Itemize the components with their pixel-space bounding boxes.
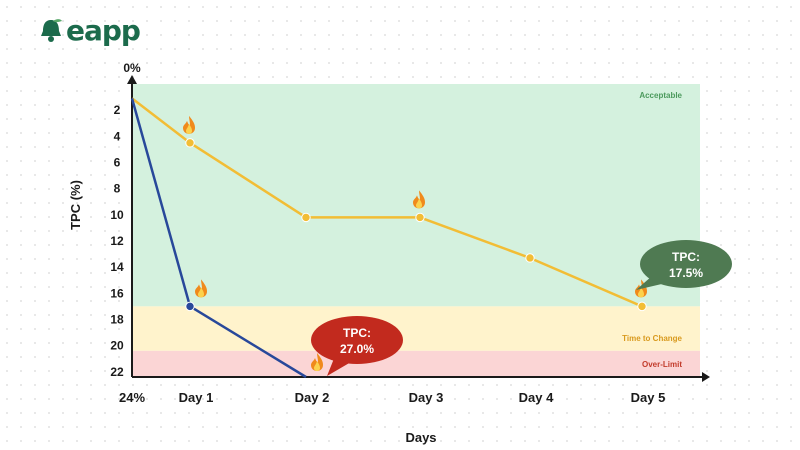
brand-logo: eapp <box>38 14 141 48</box>
zone-label-2: Over-Limit <box>642 360 682 369</box>
flame-icon <box>413 190 425 209</box>
x-tick-label: Day 5 <box>631 390 666 405</box>
zone-label-1: Time to Change <box>622 334 682 343</box>
callout-value: 17.5% <box>669 266 703 280</box>
y-tick-label: 16 <box>110 286 124 300</box>
y-axis-arrow <box>127 75 137 84</box>
y-tick-labels: 2 4 6 8 10 12 14 16 18 20 22 <box>110 103 124 379</box>
x-tick-label: Day 1 <box>179 390 214 405</box>
y-tick-label: 18 <box>110 312 124 326</box>
zone-label-0: Acceptable <box>639 91 682 100</box>
tpc-callout-bubble: TPC: 17.5% <box>636 240 732 290</box>
flame-icon <box>195 279 207 298</box>
zone-bands: Acceptable Time to Change Over-Limit <box>132 84 700 377</box>
data-point <box>637 301 647 312</box>
y-tick-label: 4 <box>114 129 121 143</box>
y-tick-label: 6 <box>114 155 121 169</box>
zone-band-2 <box>132 350 700 377</box>
y-tick-label: 22 <box>110 365 124 379</box>
zone-band-0 <box>132 84 700 307</box>
y-tick-label: 8 <box>114 182 121 196</box>
y-tick-label: 10 <box>110 208 124 222</box>
data-point <box>525 253 535 263</box>
bell-leaf-icon <box>41 19 62 42</box>
data-point <box>415 212 425 223</box>
x-axis-title: Days <box>405 430 436 445</box>
tpc-callout-bubble: TPC: 27.0% <box>311 316 403 376</box>
callout-value: 27.0% <box>340 342 374 356</box>
series-line-0 <box>131 97 643 308</box>
zone-band-1 <box>132 306 700 351</box>
logo-text: eapp <box>66 14 141 47</box>
x-tick-labels: 24% Day 1 Day 2 Day 3 Day 4 Day 5 <box>119 390 665 405</box>
y-axis-top-label: 0% <box>123 61 141 75</box>
y-tick-label: 2 <box>114 103 121 117</box>
data-point <box>185 301 195 312</box>
y-tick-label: 20 <box>110 339 124 353</box>
x-axis-arrow <box>702 372 710 382</box>
x-tick-label: Day 2 <box>295 390 330 405</box>
x-tick-label: Day 3 <box>409 390 444 405</box>
x-tick-label: Day 4 <box>519 390 554 405</box>
x-tick-label: 24% <box>119 390 145 405</box>
data-point <box>185 138 195 148</box>
callout-label: TPC: <box>343 326 371 340</box>
y-tick-label: 12 <box>110 234 124 248</box>
callout-bubbles: TPC: 17.5% TPC: 27.0% <box>311 240 732 376</box>
flame-icon <box>183 115 195 134</box>
data-series <box>130 97 647 379</box>
y-tick-label: 14 <box>110 260 124 274</box>
callout-label: TPC: <box>672 250 700 264</box>
data-point <box>301 212 311 223</box>
y-axis-title: TPC (%) <box>68 180 83 230</box>
chart-axes <box>127 75 710 382</box>
flame-icon <box>311 353 323 371</box>
